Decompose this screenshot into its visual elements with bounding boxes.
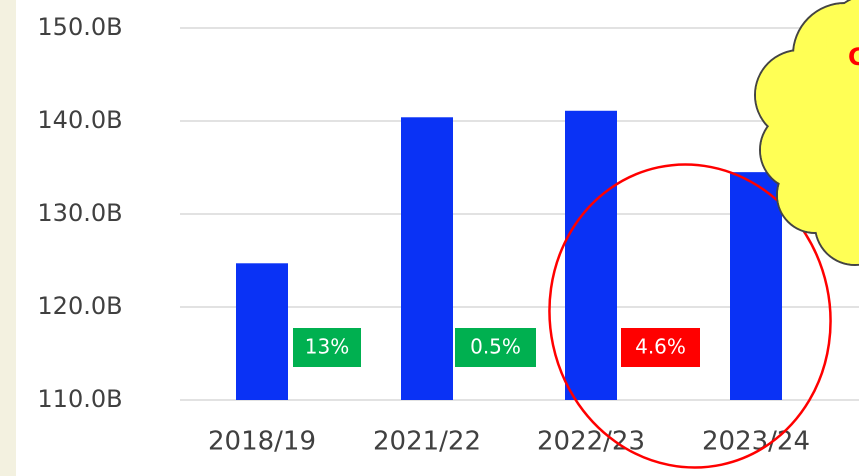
side-strip	[0, 0, 16, 476]
bar	[565, 111, 617, 400]
bar	[236, 263, 288, 400]
x-tick-label: 2022/23	[537, 427, 645, 457]
y-tick-label: 140.0B	[37, 106, 122, 134]
bar	[730, 172, 782, 400]
change-label: 4.6%	[635, 335, 686, 359]
callout-text: C	[848, 43, 859, 71]
y-tick-label: 150.0B	[37, 13, 122, 41]
x-tick-label: 2021/22	[373, 427, 481, 457]
page: {"chart_data": {"type": "bar", "categori…	[0, 0, 859, 476]
x-tick-label: 2018/19	[208, 427, 316, 457]
bar	[401, 117, 453, 400]
change-label: 0.5%	[470, 335, 521, 359]
y-tick-label: 130.0B	[37, 199, 122, 227]
y-tick-label: 120.0B	[37, 292, 122, 320]
change-label: 13%	[305, 335, 349, 359]
y-tick-label: 110.0B	[37, 385, 122, 413]
chart: 110.0B 120.0B 130.0B 140.0B 150.0B 2018/19 202…	[0, 0, 859, 476]
